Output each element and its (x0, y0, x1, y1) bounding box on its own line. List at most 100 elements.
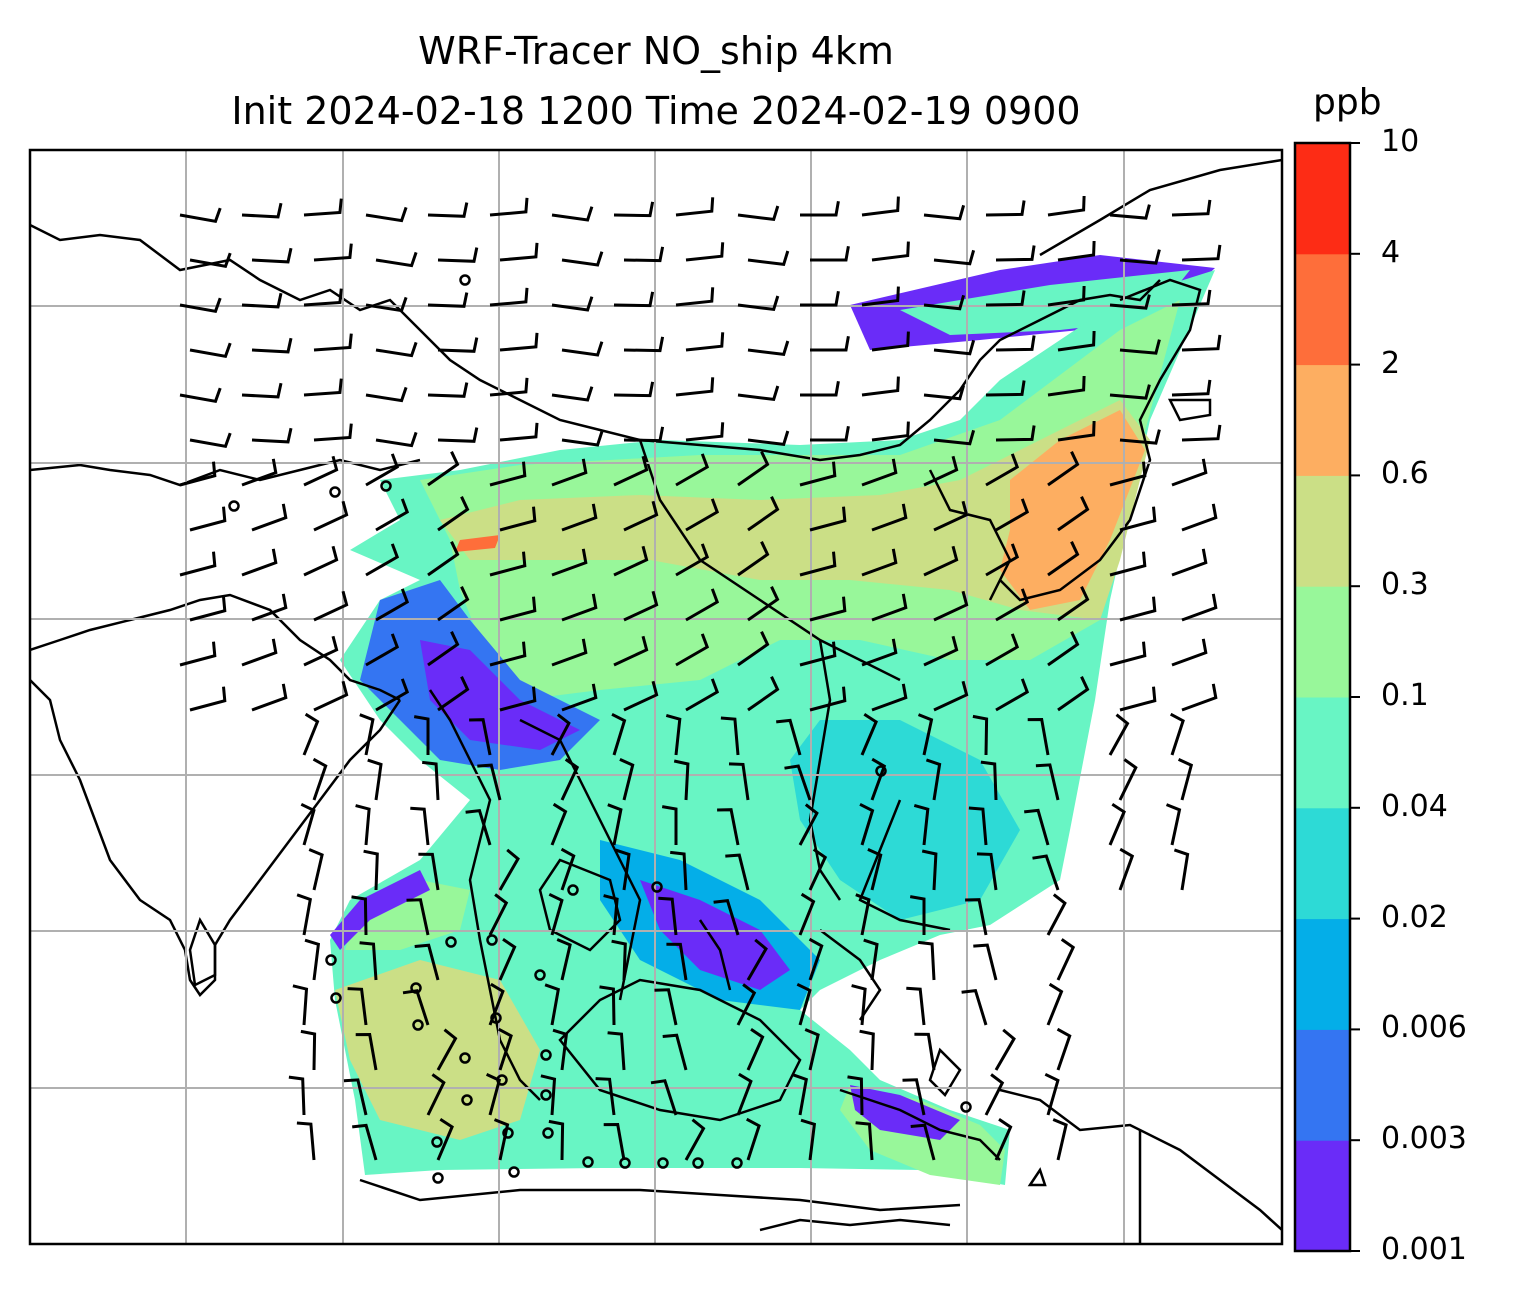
wind-barb (498, 848, 520, 891)
wind-barb (303, 635, 339, 667)
wind-barb (427, 631, 460, 667)
wind-barb (985, 200, 1026, 217)
wind-barb (427, 292, 469, 308)
wind-barb (561, 251, 604, 267)
wind-barb (995, 498, 1030, 532)
wind-barb (414, 943, 440, 981)
wind-barb (745, 1117, 761, 1161)
wind-barb (923, 635, 959, 667)
wind-barb (1057, 420, 1096, 442)
colorbar-tick-label: 0.006 (1381, 1010, 1467, 1046)
wind-barb (540, 1074, 557, 1116)
wind-barb (747, 496, 780, 532)
wind-barb (365, 296, 408, 313)
wind-barb (1108, 803, 1126, 846)
wind-barb (860, 713, 878, 756)
wind-barb (918, 940, 936, 981)
wind-barb (737, 451, 770, 487)
wind-barb (300, 1029, 317, 1071)
wind-barb (347, 987, 368, 1026)
wind-barb (675, 543, 710, 577)
wind-barb (855, 893, 871, 936)
wind-barb (685, 422, 725, 442)
wind-barb (906, 986, 926, 1026)
wind-barb (489, 641, 527, 667)
wind-barb (611, 712, 627, 756)
wind-barb (611, 939, 627, 981)
wind-barb (1057, 586, 1090, 622)
wind-barb (355, 1032, 378, 1071)
wind-barb (485, 1073, 502, 1116)
wind-barb (810, 245, 850, 262)
calm-wind-marker (731, 1157, 743, 1169)
wind-barb (923, 204, 966, 221)
wind-barb (809, 506, 847, 532)
wind-barb (313, 590, 349, 622)
wind-barb (561, 683, 598, 712)
wind-barb (302, 712, 320, 756)
wind-barb (623, 680, 659, 712)
wind-barb (365, 633, 400, 667)
map-title: WRF-Tracer NO_ship 4km (418, 29, 894, 73)
calm-wind-marker (534, 969, 546, 981)
wind-barb (303, 288, 343, 307)
wind-barb (995, 245, 1036, 262)
wind-barb (355, 804, 371, 846)
wind-barb (867, 848, 883, 891)
calm-wind-marker (540, 1049, 552, 1061)
wind-barb (1171, 379, 1212, 397)
wind-barb (548, 892, 564, 936)
wind-barb (623, 500, 659, 532)
wind-barb (804, 1028, 820, 1071)
wind-barb (1119, 686, 1157, 712)
wind-barb (1119, 506, 1157, 532)
wind-barb (1046, 893, 1067, 936)
wind-barb (871, 683, 908, 712)
wind-barb (251, 593, 288, 622)
wind-barb (661, 805, 678, 845)
wind-barb (747, 250, 790, 267)
wind-barb (800, 200, 840, 217)
wind-barb (1181, 593, 1218, 622)
wind-barb (792, 1073, 808, 1116)
calm-wind-marker (567, 884, 579, 896)
wind-barb (313, 423, 353, 442)
wind-barb (489, 287, 529, 307)
calm-wind-marker (496, 1074, 508, 1086)
wind-barb (673, 759, 690, 801)
wind-barb (619, 758, 635, 801)
wind-barb (179, 387, 222, 403)
wind-barb (303, 378, 343, 397)
wind-barb (861, 286, 900, 307)
wind-barb (737, 385, 780, 402)
wind-barb (902, 1078, 926, 1116)
wind-barb (737, 541, 770, 577)
wind-barb (985, 290, 1026, 307)
wind-barb (662, 1033, 688, 1071)
wind-barb (675, 287, 715, 307)
wind-barb (437, 496, 470, 532)
wind-barb (189, 506, 227, 532)
wind-barb (1171, 289, 1212, 307)
calm-wind-marker (380, 480, 392, 492)
wind-barb (548, 1119, 565, 1161)
wind-barb (808, 937, 824, 981)
wind-barb (747, 430, 790, 447)
wind-barb (498, 938, 517, 981)
wind-barb (1118, 847, 1135, 891)
wind-barb (717, 808, 740, 846)
wind-barb (623, 590, 659, 622)
wind-barb (737, 205, 780, 222)
wind-barb (365, 206, 408, 223)
wind-barb (725, 853, 750, 891)
wind-barb (179, 551, 217, 577)
wind-barb (799, 461, 837, 487)
wind-barb (737, 631, 770, 667)
wind-barb (909, 895, 926, 935)
wind-barb (859, 802, 875, 846)
wind-barb (437, 676, 470, 712)
wind-barb (1047, 451, 1080, 487)
wind-barb (985, 543, 1020, 577)
wind-barb (994, 1118, 1013, 1161)
